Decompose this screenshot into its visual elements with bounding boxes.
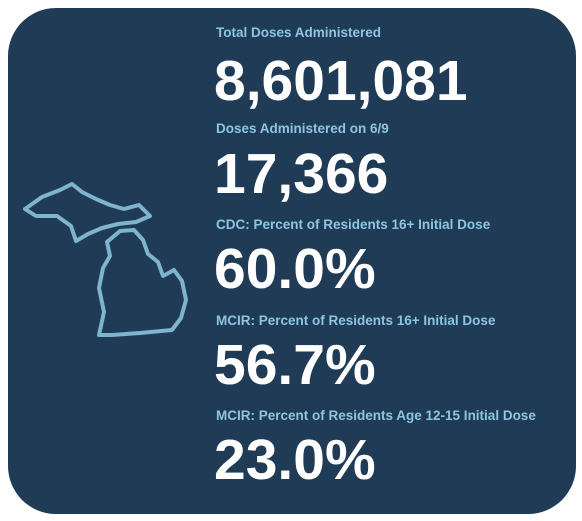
- stat-value: 23.0%: [214, 428, 376, 492]
- stat-value: 17,366: [214, 142, 389, 206]
- stat-label: MCIR: Percent of Residents Age 12-15 Ini…: [216, 408, 536, 423]
- stat-label: Doses Administered on 6/9: [216, 121, 389, 136]
- stat-value: 60.0%: [214, 237, 376, 301]
- stat-label: MCIR: Percent of Residents 16+ Initial D…: [216, 313, 496, 328]
- stat-value: 8,601,081: [214, 49, 468, 113]
- stats-card: [8, 8, 576, 514]
- stat-label: Total Doses Administered: [216, 25, 382, 40]
- stat-label: CDC: Percent of Residents 16+ Initial Do…: [216, 217, 491, 232]
- stat-value: 56.7%: [214, 333, 376, 397]
